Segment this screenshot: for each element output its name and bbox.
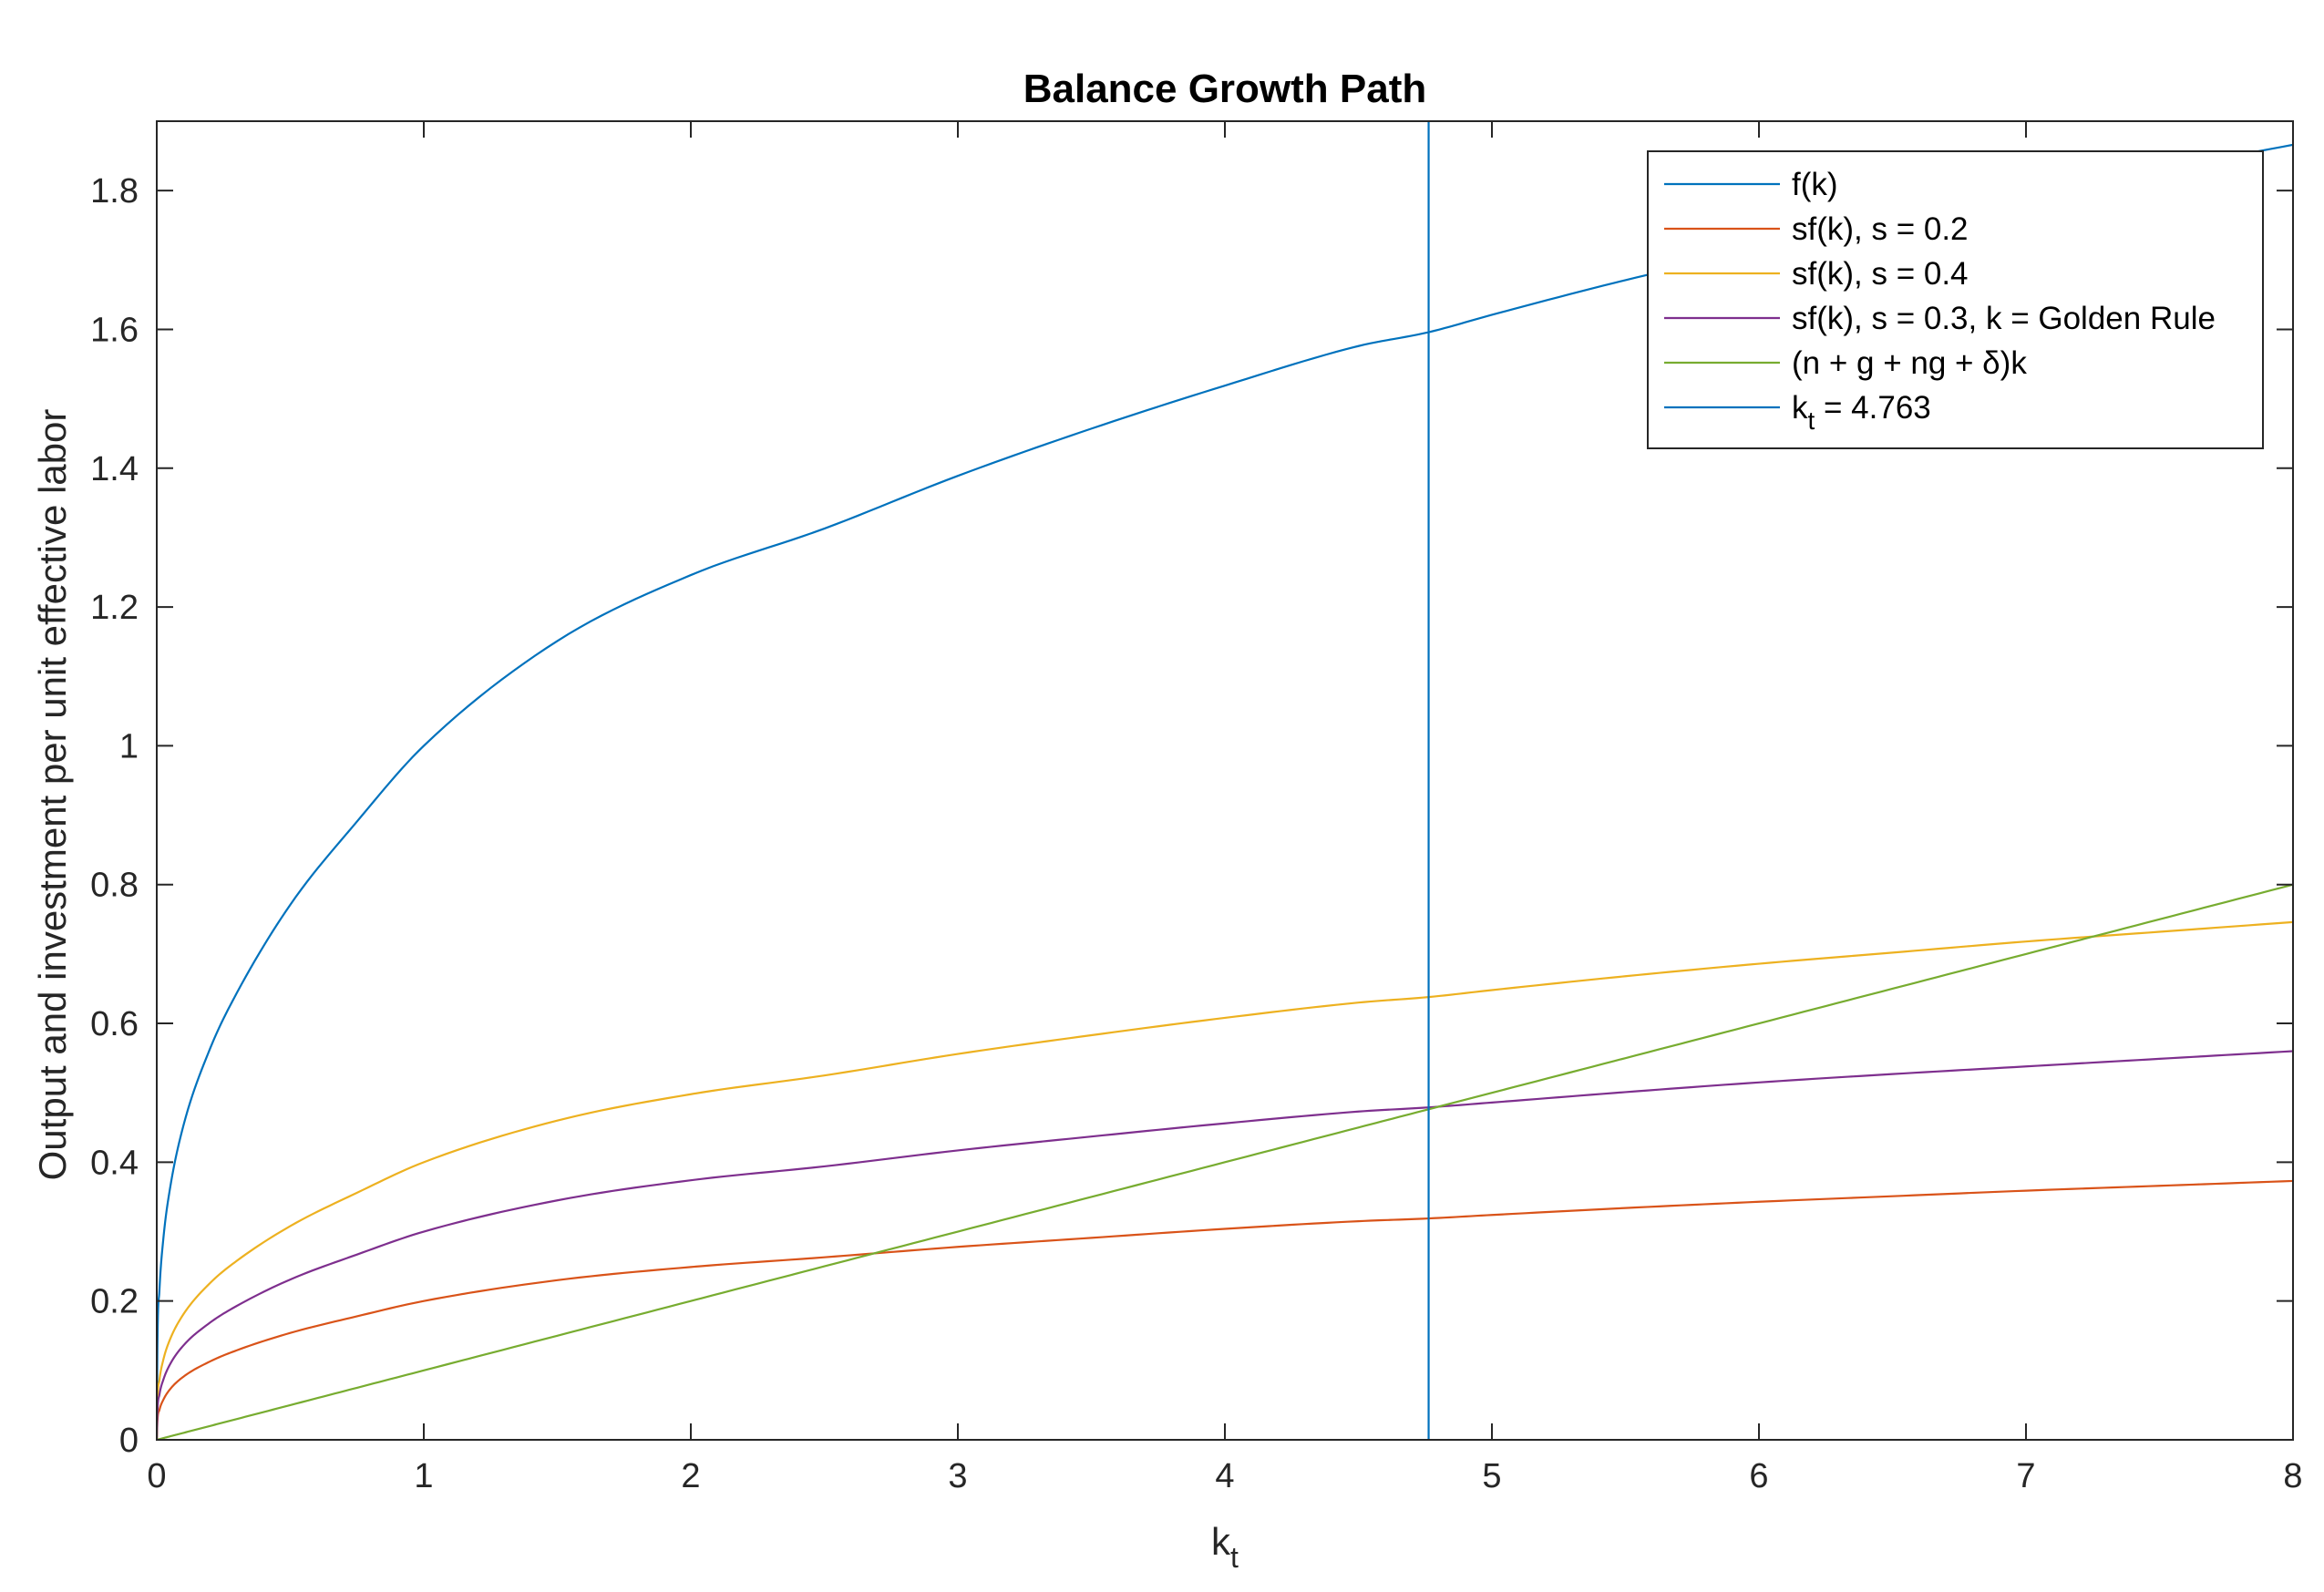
y-tick-label: 0.6 — [90, 1005, 139, 1043]
series-lines — [157, 121, 2293, 1440]
x-tick-label: 0 — [147, 1457, 166, 1495]
legend-label-kt-subscript: t — [1808, 406, 1815, 435]
x-tick-label: 7 — [2016, 1457, 2035, 1495]
y-tick-label: 1.8 — [90, 172, 139, 211]
x-tick-label: 5 — [1482, 1457, 1501, 1495]
x-axis-label: kt — [1211, 1520, 1239, 1574]
legend: f(k) sf(k), s = 0.2 sf(k), s = 0.4 sf(k), s… — [1647, 150, 2264, 449]
legend-label-kt-main: k — [1792, 390, 1808, 426]
series-line-3-sf-k-s-0-4 — [157, 920, 2293, 1440]
legend-label-kt-value: = 4.763 — [1815, 390, 1930, 426]
x-tick-label: 2 — [681, 1457, 700, 1495]
series-line-4-sf-k-s-0-3-k-golden-rule — [157, 1050, 2293, 1440]
y-tick-label: 0.2 — [90, 1283, 139, 1321]
series-line-5-n-g-ng-k — [157, 883, 2293, 1440]
y-tick-label: 1.2 — [90, 589, 139, 627]
legend-label-3: sf(k), s = 0.4 — [1792, 256, 1969, 292]
legend-label-kt: kt = 4.763 — [1792, 390, 1931, 435]
axes: 0 1 2 3 4 5 6 7 8 0 0.2 0.4 0.6 0.8 1 1.2 1.4 1.6 1.8 — [90, 120, 2303, 1495]
x-tick-label: 6 — [1749, 1457, 1768, 1495]
legend-label-1: f(k) — [1792, 167, 1838, 202]
x-tick-label: 4 — [1215, 1457, 1234, 1495]
legend-label-5: (n + g + ng + δ)k — [1792, 345, 2027, 381]
legend-label-4: sf(k), s = 0.3, k = Golden Rule — [1792, 301, 2216, 336]
x-axis-label-subscript: t — [1230, 1541, 1239, 1574]
chart-title: Balance Growth Path — [1023, 67, 1427, 111]
x-axis-label-main: k — [1211, 1520, 1231, 1563]
x-tick-label: 8 — [2283, 1457, 2302, 1495]
y-tick-label: 0 — [119, 1422, 139, 1460]
legend-box — [1647, 150, 2264, 449]
y-tick-label: 0.8 — [90, 867, 139, 905]
legend-label-2: sf(k), s = 0.2 — [1792, 211, 1969, 247]
series-line-2-sf-k-s-0-2 — [157, 1179, 2293, 1440]
y-tick-label: 1 — [119, 727, 139, 765]
x-tick-label: 3 — [948, 1457, 967, 1495]
x-tick-label: 1 — [414, 1457, 433, 1495]
y-tick-label: 0.4 — [90, 1144, 139, 1182]
y-axis-label: Output and investment per unit effective… — [31, 409, 74, 1181]
y-tick-label: 1.4 — [90, 450, 139, 488]
y-tick-label: 1.6 — [90, 311, 139, 349]
